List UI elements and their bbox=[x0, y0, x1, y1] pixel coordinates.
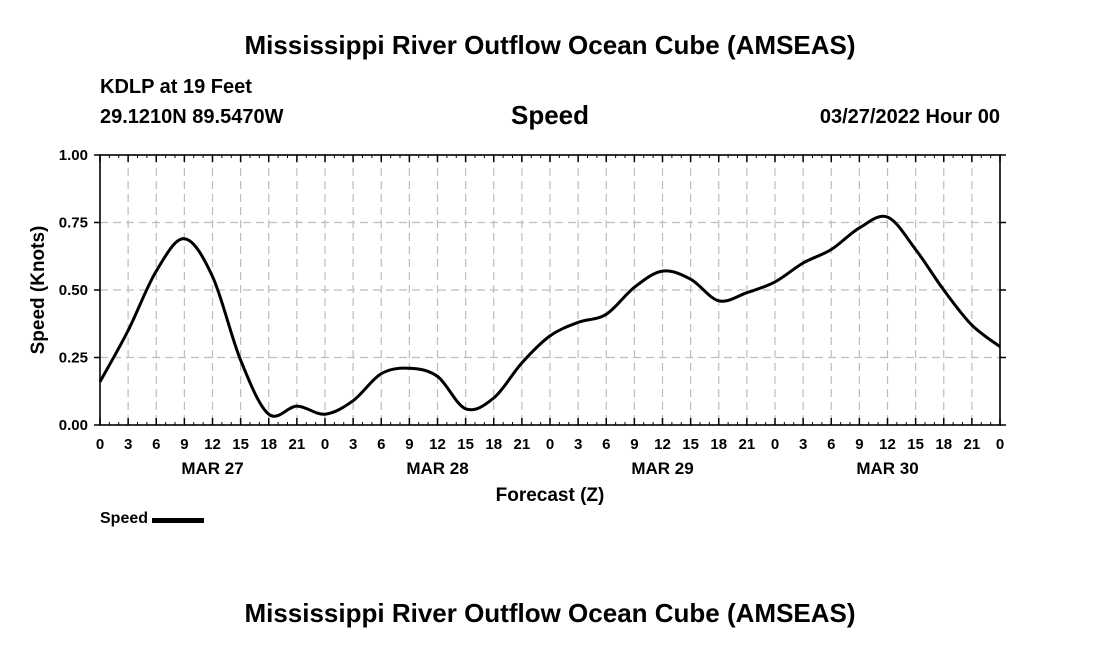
x-tick-label: 21 bbox=[964, 436, 981, 453]
chart-title: Speed bbox=[510, 100, 590, 130]
x-tick-label: 9 bbox=[630, 436, 638, 453]
main-title: Mississippi River Outflow Ocean Cube (AM… bbox=[244, 30, 856, 60]
x-tick-label: 15 bbox=[682, 436, 699, 453]
y-tick-label: 0.25 bbox=[59, 350, 88, 367]
x-tick-label: 21 bbox=[514, 436, 531, 453]
x-tick-label: 0 bbox=[771, 436, 779, 453]
x-tick-label: 0 bbox=[96, 436, 104, 453]
x-tick-label: 3 bbox=[574, 436, 582, 453]
footer-title: Mississippi River Outflow Ocean Cube (AM… bbox=[244, 598, 856, 628]
x-axis-label: Forecast (Z) bbox=[496, 485, 605, 506]
x-tick-label: 6 bbox=[377, 436, 385, 453]
day-label: MAR 27 bbox=[181, 459, 243, 478]
y-tick-label: 1.00 bbox=[59, 147, 88, 164]
x-tick-label: 12 bbox=[204, 436, 221, 453]
x-tick-label: 3 bbox=[349, 436, 357, 453]
x-tick-label: 0 bbox=[321, 436, 329, 453]
x-tick-label: 12 bbox=[654, 436, 671, 453]
x-tick-label: 9 bbox=[180, 436, 188, 453]
x-tick-label: 6 bbox=[602, 436, 610, 453]
x-tick-label: 18 bbox=[260, 436, 277, 453]
x-tick-label: 3 bbox=[799, 436, 807, 453]
station-label: KDLP at 19 Feet bbox=[100, 76, 252, 98]
x-tick-label: 15 bbox=[907, 436, 924, 453]
x-tick-label: 18 bbox=[485, 436, 502, 453]
x-tick-label: 15 bbox=[232, 436, 249, 453]
coordinates-label: 29.1210N 89.5470W bbox=[100, 106, 284, 128]
x-tick-label: 12 bbox=[429, 436, 446, 453]
series-line-speed bbox=[98, 214, 1001, 418]
x-tick-label: 18 bbox=[710, 436, 727, 453]
legend: Speed bbox=[100, 510, 205, 528]
x-tick-label: 15 bbox=[457, 436, 474, 453]
x-tick-label: 6 bbox=[152, 436, 160, 453]
x-tick-label: 9 bbox=[855, 436, 863, 453]
x-tick-label: 21 bbox=[739, 436, 756, 453]
datetime-label: 03/27/2022 Hour 00 bbox=[819, 106, 1000, 128]
legend-label: Speed bbox=[100, 510, 149, 527]
day-label: MAR 29 bbox=[631, 459, 693, 478]
x-tick-label: 21 bbox=[289, 436, 306, 453]
y-tick-label: 0.50 bbox=[59, 282, 88, 299]
y-tick-label: 0.75 bbox=[59, 215, 88, 232]
x-tick-label: 6 bbox=[827, 436, 835, 453]
day-label: MAR 30 bbox=[856, 459, 918, 478]
x-tick-label: 3 bbox=[124, 436, 132, 453]
legend-line-swatch bbox=[152, 518, 205, 523]
x-tick-label: 12 bbox=[879, 436, 896, 453]
x-tick-label: 9 bbox=[405, 436, 413, 453]
day-label: MAR 28 bbox=[406, 459, 468, 478]
x-tick-label: 18 bbox=[935, 436, 952, 453]
x-tick-label: 0 bbox=[546, 436, 554, 453]
plot-frame bbox=[99, 154, 1001, 426]
y-tick-label: 0.00 bbox=[59, 417, 88, 434]
y-axis-label: Speed (Knots) bbox=[28, 226, 49, 355]
x-tick-label: 0 bbox=[996, 436, 1004, 453]
